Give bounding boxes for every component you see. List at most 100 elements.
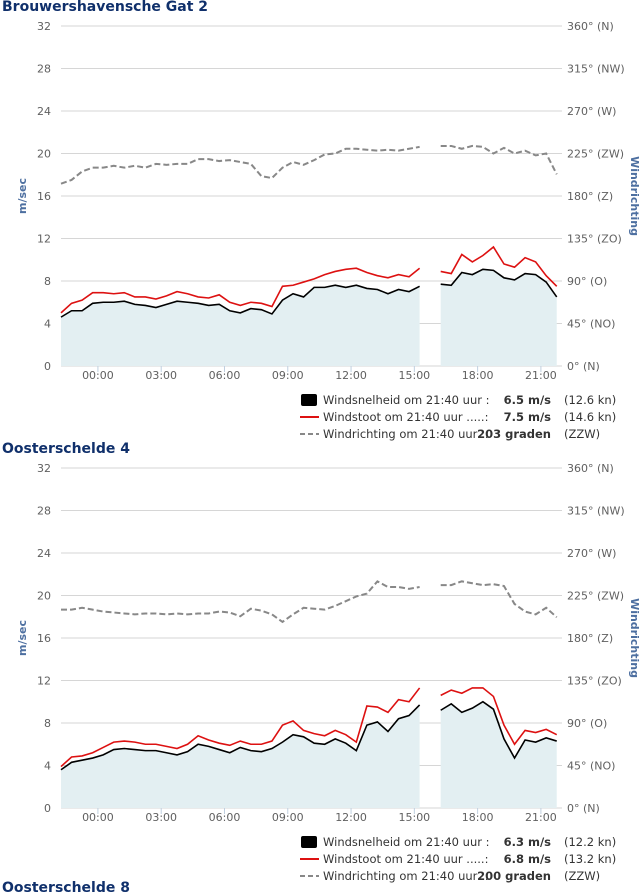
legend-item-windstoot[interactable]: Windstoot om 21:40 uur .....: 7.5 m/s (14.… [300,410,616,424]
legend-extra: (14.6 kn) [564,410,616,424]
speed-line [440,268,558,298]
y-tick-label: 16 [37,632,51,645]
direction-line [61,580,420,624]
speed-area [440,269,557,366]
legend-label: Windstoot om 21:40 uur .....: [323,852,488,866]
legend-extra: (13.2 kn) [564,852,616,866]
legend-label: Windstoot om 21:40 uur .....: [323,410,488,424]
legend-value: 6.5 m/s [504,393,552,407]
next-station-title: Oosterschelde 8 [2,880,130,896]
y2-tick-label: 225° (ZW) [567,590,624,603]
y2-tick-label: 315° (NW) [567,505,625,518]
y2-tick-label: 45° (NO) [567,760,615,773]
x-tick-label: 06:00 [209,369,241,382]
station-title: Brouwershavensche Gat 2 [2,0,209,15]
y2-tick-label: 270° (W) [567,105,616,118]
speed-area [440,701,557,808]
y2-tick-label: 0° (N) [567,802,600,815]
gust-line [440,687,558,746]
y2-tick-label: 0° (N) [567,360,600,373]
y2-tick-label: 360° (N) [567,20,614,33]
x-tick-label: 18:00 [462,369,494,382]
y-tick-label: 32 [37,20,51,33]
speed-line [60,284,420,318]
y2-tick-label: 135° (ZO) [567,675,622,688]
x-tick-label: 03:00 [145,811,177,824]
legend-extra: (ZZW) [564,869,600,883]
y-tick-label: 32 [37,462,51,475]
y2-tick-label: 180° (Z) [567,632,613,645]
speed-line [60,704,421,771]
station-title: Oosterschelde 4 [2,441,130,457]
legend-extra: (ZZW) [564,427,600,441]
legend-label: Windsnelheid om 21:40 uur : [323,393,490,407]
station-panel-oosterschelde-4: Oosterschelde 4 0 0° (N) 4 45° (NO) 8 90° (O)… [0,441,641,887]
y2-tick-label: 45° (NO) [567,318,615,331]
y-tick-label: 8 [44,275,51,288]
x-tick-label: 15:00 [398,811,430,824]
y-axis-title: m/sec [16,178,29,214]
legend-value: 200 graden [477,869,551,883]
legend-extra: (12.2 kn) [564,835,616,849]
wind-chart: 0 0° (N) 4 45° (NO) 8 90° (O) 12 135° (ZO) 16 180… [16,20,641,441]
legend-item-windrichting[interactable]: Windrichting om 21:40 uur .:203 graden (Z… [300,427,600,441]
x-tick-label: 12:00 [335,811,367,824]
y-tick-label: 20 [37,148,51,161]
x-tick-label: 00:00 [82,811,114,824]
legend-label: Windsnelheid om 21:40 uur : [323,835,490,849]
direction-line [60,145,420,185]
y2-tick-label: 90° (O) [567,717,607,730]
y2-tick-label: 135° (ZO) [567,233,622,246]
legend-value: 6.8 m/s [504,852,552,866]
y-tick-label: 28 [37,63,51,76]
x-tick-label: 09:00 [272,811,304,824]
y-tick-label: 8 [44,717,51,730]
legend-symbol-black-box [301,394,317,406]
x-tick-label: 00:00 [82,369,114,382]
x-tick-label: 06:00 [209,811,241,824]
y2-axis-title: Windrichting [628,156,641,236]
direction-line [440,144,558,175]
y2-tick-label: 270° (W) [567,547,616,560]
x-tick-label: 09:00 [272,369,304,382]
y2-tick-label: 225° (ZW) [567,148,624,161]
legend-item-windsnelheid[interactable]: Windsnelheid om 21:40 uur : 6.5 m/s (12.6 … [301,393,616,407]
legend-extra: (12.6 kn) [564,393,616,407]
x-tick-label: 12:00 [335,369,367,382]
legend-item-windstoot[interactable]: Windstoot om 21:40 uur .....: 6.8 m/s (13.… [300,852,616,866]
y2-axis-title: Windrichting [628,598,641,678]
y-tick-label: 0 [44,802,51,815]
y-tick-label: 16 [37,190,51,203]
y-tick-label: 20 [37,590,51,603]
y-tick-label: 0 [44,360,51,373]
y-tick-label: 12 [37,675,51,688]
y-axis-title: m/sec [16,620,29,656]
y2-tick-label: 360° (N) [567,462,614,475]
y2-tick-label: 90° (O) [567,275,607,288]
x-tick-label: 15:00 [398,369,430,382]
y-tick-label: 12 [37,233,51,246]
legend-symbol-black-box [301,836,317,848]
y-tick-label: 24 [37,547,51,560]
y-tick-label: 24 [37,105,51,118]
speed-line [440,700,557,760]
legend-item-windsnelheid[interactable]: Windsnelheid om 21:40 uur : 6.3 m/s (12.2 … [301,835,616,849]
gust-line [440,245,558,287]
gust-line [60,267,421,314]
wind-chart: 0 0° (N) 4 45° (NO) 8 90° (O) 12 135° (ZO) 16 180… [16,462,641,883]
y2-tick-label: 180° (Z) [567,190,613,203]
legend-item-windrichting[interactable]: Windrichting om 21:40 uur .:200 graden (Z… [300,869,600,883]
gust-line [60,687,421,768]
legend-label: Windrichting om 21:40 uur .: [323,427,489,441]
legend-value: 6.3 m/s [504,835,552,849]
x-tick-label: 03:00 [145,369,177,382]
direction-line [440,580,558,618]
y2-tick-label: 315° (NW) [567,63,625,76]
legend-label: Windrichting om 21:40 uur .: [323,869,489,883]
legend-value: 203 graden [477,427,551,441]
station-panel-brouwershavensche-gat-2: Brouwershavensche Gat 2 0 0° (N) 4 45° (NO)… [0,0,641,444]
speed-area [61,704,420,808]
x-tick-label: 21:00 [525,369,557,382]
legend-value: 7.5 m/s [504,410,552,424]
x-tick-label: 18:00 [462,811,494,824]
